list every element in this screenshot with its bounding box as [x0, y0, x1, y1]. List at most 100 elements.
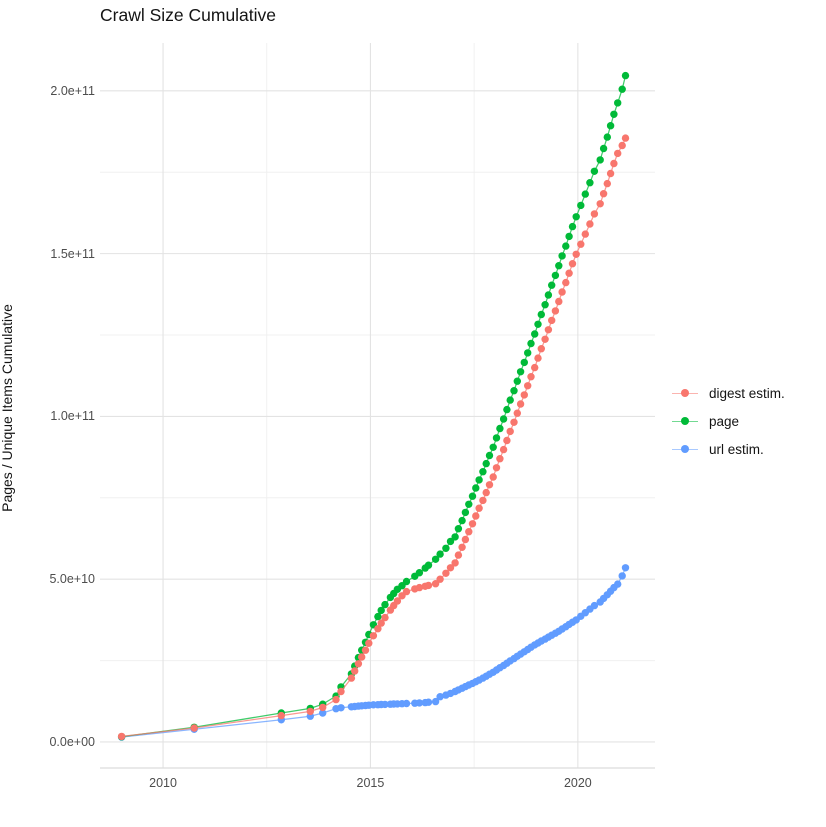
series-page-point	[374, 612, 382, 621]
series-digest-estim-point	[402, 587, 411, 596]
series-page-point	[568, 222, 577, 231]
series-digest-estim-point	[332, 695, 340, 704]
series-digest-estim-point	[586, 220, 594, 228]
series-page-point	[415, 569, 424, 577]
series-digest-estim-point	[524, 382, 532, 390]
series-digest-estim-point	[454, 551, 463, 559]
series-page-point	[496, 424, 504, 433]
series-page-point	[451, 533, 459, 541]
series-digest-estim-point	[351, 667, 359, 675]
series-page-point	[537, 310, 545, 319]
series-digest-estim-point	[277, 711, 285, 720]
series-digest-estim-point	[558, 288, 566, 296]
series-digest-estim-point	[510, 418, 518, 426]
series-page-point	[516, 368, 525, 376]
legend-key-dot	[681, 389, 689, 397]
series-page-point	[402, 577, 411, 586]
series-page-point	[621, 71, 630, 80]
series-digest-estim-point	[503, 436, 511, 445]
series-digest-estim-point	[565, 269, 573, 277]
series-page-point	[431, 555, 440, 563]
series-page-point	[534, 320, 542, 328]
series-url-estim-point	[402, 699, 411, 708]
series-digest-estim-point	[606, 169, 615, 178]
series-digest-estim-line	[121, 137, 627, 738]
series-digest-estim-point	[506, 427, 514, 436]
x-tick-label: 2015	[356, 776, 385, 790]
series-page-point	[475, 476, 483, 484]
series-page-point	[618, 85, 626, 93]
series-digest-estim-point	[482, 488, 490, 497]
series-digest-estim-point	[496, 455, 504, 463]
series-digest-estim-point	[475, 504, 483, 512]
series-page-point	[503, 405, 511, 414]
series-page-point	[606, 122, 615, 130]
series-digest-estim-point	[374, 625, 382, 633]
series-page-point	[482, 459, 490, 468]
series-digest-estim-point	[603, 179, 611, 188]
series-digest-estim-point	[568, 260, 577, 268]
legend-item-digest-estim: digest estim.	[672, 379, 785, 407]
series-digest-estim-point	[527, 373, 535, 381]
series-digest-estim-point	[369, 632, 378, 640]
legend-item-url-estim: url estim.	[672, 435, 785, 463]
series-page-point	[377, 606, 385, 615]
series-digest-estim-point	[347, 674, 356, 682]
series-page-point	[551, 271, 560, 280]
legend-key-dot	[681, 417, 689, 425]
series-digest-estim-point	[534, 354, 542, 362]
series-digest-estim-point	[614, 149, 622, 158]
series-url-estim-point	[431, 697, 440, 706]
chart-title: Crawl Size Cumulative	[100, 5, 277, 25]
series-digest-estim-point	[458, 543, 466, 551]
series-digest-estim-point	[562, 278, 570, 287]
series-digest-estim-point	[531, 363, 539, 372]
series-digest-estim-point	[551, 307, 560, 315]
series-url-estim-point	[424, 698, 433, 706]
series-digest-estim-point	[381, 613, 389, 622]
series-page-point	[581, 190, 589, 198]
series-page-point	[558, 252, 566, 260]
y-axis-title: Pages / Unique Items Cumulative	[0, 304, 15, 512]
series-digest-estim-point	[599, 190, 608, 198]
series-digest-estim-point	[581, 230, 589, 238]
series-digest-estim-point	[492, 464, 501, 472]
series-page-point	[465, 500, 473, 508]
series-url-estim-point	[614, 580, 622, 588]
series-page-point	[492, 434, 501, 442]
series-digest-estim-point	[610, 159, 618, 168]
series-page-point	[472, 484, 480, 492]
series-page-point	[541, 301, 549, 309]
series-digest-estim-point	[596, 200, 604, 208]
series-page-point	[454, 525, 463, 533]
series-page-point	[527, 339, 535, 348]
series-digest-estim-point	[436, 575, 444, 583]
series-digest-estim-point	[520, 391, 528, 399]
y-tick-label: 2.0e+11	[50, 83, 95, 98]
series-digest-estim-point	[485, 481, 494, 489]
series-digest-estim-point	[537, 345, 545, 353]
series-page-point	[446, 537, 455, 546]
series-page-point	[485, 451, 494, 460]
series-digest-estim-point	[354, 660, 363, 668]
series-page-point	[603, 133, 611, 141]
series-page-point	[555, 262, 563, 270]
series-digest-estim-point	[337, 687, 345, 696]
series-url-estim-point	[415, 699, 424, 707]
series-digest-estim-point	[365, 639, 373, 647]
series-digest-estim-point	[461, 535, 470, 544]
series-url-estim-point	[319, 709, 327, 717]
series-digest-estim-point	[555, 297, 563, 306]
series-digest-estim-point	[468, 520, 477, 528]
series-page-point	[506, 396, 514, 404]
series-page-point	[531, 330, 539, 338]
series-digest-estim-point	[431, 580, 440, 588]
series-digest-estim-point	[451, 559, 459, 567]
y-tick-label: 5.0e+10	[49, 572, 95, 587]
series-page-point	[436, 550, 444, 558]
series-digest-estim-point	[499, 445, 508, 454]
series-page-point	[510, 387, 518, 395]
series-url-estim-line	[121, 567, 627, 738]
series-page-point	[565, 232, 573, 241]
series-url-estim-point	[436, 693, 444, 701]
